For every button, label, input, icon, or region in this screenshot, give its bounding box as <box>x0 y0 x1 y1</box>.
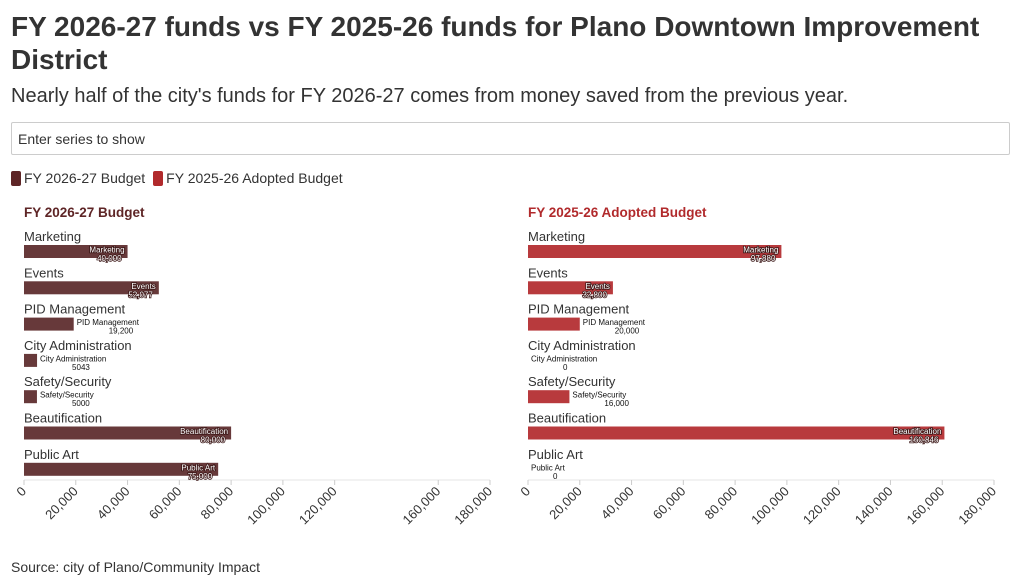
bar-value-label: 160,846 <box>909 436 938 445</box>
series-search-input[interactable] <box>11 122 1010 155</box>
category-label: Beautification <box>528 411 606 426</box>
category-label: PID Management <box>24 302 126 317</box>
bar-category-label: City Administration <box>531 354 597 363</box>
bar-category-label: Beautification <box>180 427 228 436</box>
legend-item-fy2026-27[interactable]: FY 2026-27 Budget <box>11 170 145 186</box>
x-tick-label: 0 <box>13 484 29 500</box>
legend-label: FY 2025-26 Adopted Budget <box>166 170 343 186</box>
bar-pid-management[interactable] <box>24 317 74 331</box>
x-tick-label: 100,000 <box>244 484 288 528</box>
x-tick-label: 60,000 <box>146 484 185 523</box>
category-label: Marketing <box>24 229 81 244</box>
bar-marketing[interactable] <box>528 245 782 258</box>
category-label: Public Art <box>528 447 583 462</box>
category-label: Safety/Security <box>528 374 616 389</box>
bar-city-administration[interactable] <box>24 353 38 367</box>
x-tick-label: 120,000 <box>296 484 340 528</box>
bar-public-art[interactable] <box>24 462 219 476</box>
page-title: FY 2026-27 funds vs FY 2025-26 funds for… <box>11 11 980 75</box>
x-tick-label: 100,000 <box>748 484 792 528</box>
bar-value-label: 40,000 <box>97 254 122 263</box>
legend: FY 2026-27 Budget FY 2025-26 Adopted Bud… <box>11 170 351 186</box>
bar-category-label: Events <box>585 282 609 291</box>
bar-category-label: PID Management <box>583 318 646 327</box>
bar-category-label: Public Art <box>531 463 566 472</box>
bar-marketing[interactable] <box>24 245 128 258</box>
x-tick-label: 160,000 <box>400 484 444 528</box>
category-label: Marketing <box>528 229 585 244</box>
bar-events[interactable] <box>24 281 159 295</box>
bar-safety-security[interactable] <box>528 390 570 404</box>
x-tick-label: 80,000 <box>702 484 741 523</box>
category-label: Events <box>528 265 568 280</box>
legend-label: FY 2026-27 Budget <box>24 170 146 186</box>
legend-item-fy2025-26[interactable]: FY 2025-26 Adopted Budget <box>153 170 343 186</box>
bar-value-label: 0 <box>553 472 558 481</box>
chart-title: FY 2026-27 Budget <box>24 205 145 220</box>
bar-safety-security[interactable] <box>24 390 37 404</box>
x-tick-label: 20,000 <box>546 484 585 523</box>
chart-fy2025-26: FY 2025-26 Adopted Budget Marketing Market… <box>517 205 999 528</box>
category-label: City Administration <box>528 338 636 353</box>
x-tick-label: 40,000 <box>94 484 133 523</box>
bar-category-label: PID Management <box>77 318 140 327</box>
legend-swatch <box>153 170 164 186</box>
bar-category-label: Public Art <box>181 463 216 472</box>
x-tick-label: 180,000 <box>955 484 999 528</box>
bar-value-label: 32,800 <box>582 290 607 299</box>
category-label: PID Management <box>528 302 630 317</box>
bar-category-label: Events <box>131 282 155 291</box>
bar-value-label: 20,000 <box>615 327 640 336</box>
page-subtitle: Nearly half of the city's funds for FY 2… <box>11 85 849 107</box>
legend-swatch <box>11 170 21 186</box>
bar-value-label: 80,000 <box>201 436 226 445</box>
category-label: Events <box>24 265 64 280</box>
bar-value-label: 19,200 <box>109 327 134 336</box>
x-tick-label: 160,000 <box>904 484 948 528</box>
bar-value-label: 97,880 <box>751 254 776 263</box>
x-tick-label: 0 <box>517 484 533 500</box>
x-tick-label: 180,000 <box>451 484 495 528</box>
bar-value-label: 16,000 <box>604 399 629 408</box>
bar-category-label: Marketing <box>89 246 124 255</box>
bar-value-label: 5000 <box>72 399 90 408</box>
bar-category-label: Safety/Security <box>572 391 626 400</box>
bar-beautification[interactable] <box>528 426 945 440</box>
category-label: City Administration <box>24 338 132 353</box>
x-tick-label: 80,000 <box>198 484 237 523</box>
bar-pid-management[interactable] <box>528 317 580 331</box>
category-label: Beautification <box>24 411 102 426</box>
chart-title: FY 2025-26 Adopted Budget <box>528 205 707 220</box>
category-label: Safety/Security <box>24 374 112 389</box>
x-tick-label: 120,000 <box>800 484 844 528</box>
category-label: Public Art <box>24 447 79 462</box>
bar-value-label: 52,077 <box>128 290 153 299</box>
bar-category-label: Safety/Security <box>40 391 94 400</box>
bar-beautification[interactable] <box>24 426 232 440</box>
bar-category-label: Beautification <box>893 427 941 436</box>
x-tick-label: 20,000 <box>42 484 81 523</box>
bar-value-label: 5043 <box>72 363 90 372</box>
source-note: Source: city of Plano/Community Impact <box>11 559 260 575</box>
bar-category-label: Marketing <box>743 246 778 255</box>
bar-value-label: 0 <box>563 363 568 372</box>
bar-category-label: City Administration <box>40 354 106 363</box>
chart-fy2026-27: FY 2026-27 BudgetMarketingMarketing40,00… <box>13 205 495 528</box>
x-tick-label: 40,000 <box>598 484 637 523</box>
bar-events[interactable] <box>528 281 613 295</box>
bar-value-label: 75,000 <box>188 472 213 481</box>
x-tick-label: 140,000 <box>852 484 896 528</box>
x-tick-label: 60,000 <box>650 484 689 523</box>
